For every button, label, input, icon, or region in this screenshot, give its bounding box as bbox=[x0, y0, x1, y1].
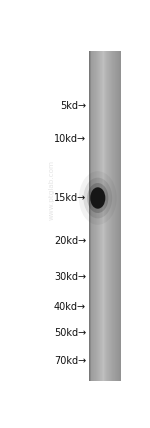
Bar bbox=[94, 51, 95, 381]
Bar bbox=[114, 51, 115, 381]
Text: 40kd→: 40kd→ bbox=[54, 302, 86, 312]
Bar bbox=[91, 51, 92, 381]
Bar bbox=[88, 51, 89, 381]
Bar bbox=[115, 51, 116, 381]
Bar bbox=[109, 51, 110, 381]
Text: 30kd→: 30kd→ bbox=[54, 272, 86, 282]
Text: 50kd→: 50kd→ bbox=[54, 328, 86, 338]
Bar bbox=[110, 51, 111, 381]
Bar bbox=[102, 51, 103, 381]
Bar bbox=[107, 51, 108, 381]
Bar bbox=[89, 51, 90, 381]
Ellipse shape bbox=[83, 178, 112, 218]
Bar bbox=[100, 51, 101, 381]
Text: 70kd→: 70kd→ bbox=[54, 356, 86, 366]
Text: 20kd→: 20kd→ bbox=[54, 236, 86, 246]
Bar bbox=[95, 51, 96, 381]
Bar bbox=[99, 51, 100, 381]
Bar bbox=[98, 51, 99, 381]
Text: 15kd→: 15kd→ bbox=[54, 193, 86, 203]
Bar bbox=[119, 51, 120, 381]
Ellipse shape bbox=[90, 187, 105, 209]
Bar bbox=[108, 51, 109, 381]
Bar bbox=[105, 51, 106, 381]
Text: www.ptglab.com: www.ptglab.com bbox=[48, 160, 54, 220]
Bar bbox=[117, 51, 118, 381]
Bar bbox=[111, 51, 112, 381]
Ellipse shape bbox=[87, 183, 108, 213]
Text: 5kd→: 5kd→ bbox=[60, 101, 86, 111]
Bar bbox=[112, 51, 113, 381]
Bar bbox=[101, 51, 102, 381]
Bar bbox=[92, 51, 93, 381]
Text: 10kd→: 10kd→ bbox=[54, 134, 86, 144]
Bar bbox=[97, 51, 98, 381]
Bar bbox=[103, 51, 104, 381]
Bar bbox=[118, 51, 119, 381]
Bar bbox=[113, 51, 114, 381]
Bar bbox=[120, 51, 121, 381]
Bar bbox=[106, 51, 107, 381]
Bar bbox=[96, 51, 97, 381]
Bar bbox=[116, 51, 117, 381]
Bar bbox=[104, 51, 105, 381]
Ellipse shape bbox=[79, 171, 117, 225]
Bar bbox=[90, 51, 91, 381]
Bar bbox=[93, 51, 94, 381]
